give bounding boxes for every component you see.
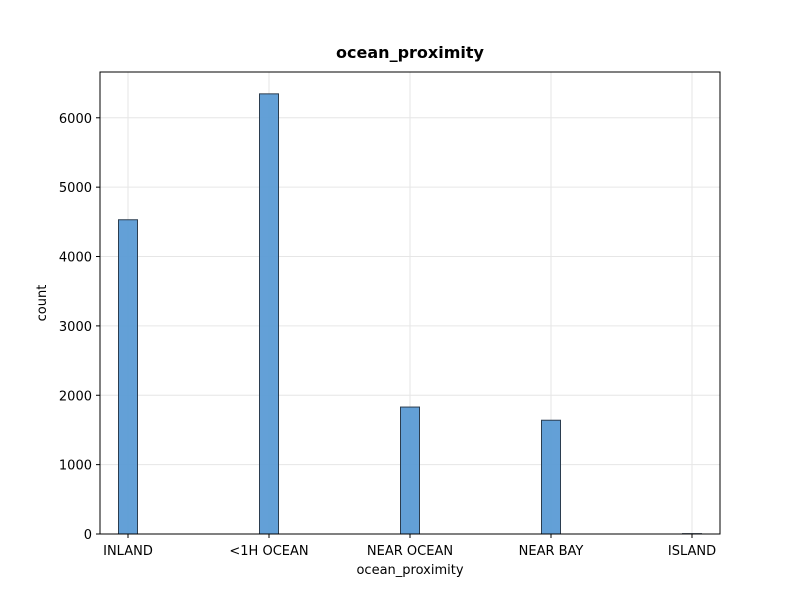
bar-near-ocean (400, 406, 420, 535)
x-tick-label: INLAND (103, 544, 153, 559)
y-tick-label: 4000 (59, 251, 92, 266)
y-tick-label: 5000 (59, 181, 92, 196)
x-axis-ticks: INLAND <1H OCEAN NEAR OCEAN NEAR BAY ISLAND (103, 534, 716, 559)
y-tick-label: 6000 (59, 112, 92, 127)
x-tick-label: NEAR OCEAN (367, 544, 453, 559)
x-axis-label: ocean_proximity (356, 563, 463, 578)
y-axis-ticks: 0 1000 2000 3000 4000 5000 6000 (59, 112, 100, 543)
bar--1h-ocean (259, 93, 279, 535)
y-tick-label: 1000 (59, 459, 92, 474)
y-axis-label: count (35, 285, 50, 322)
chart-title: ocean_proximity (336, 43, 484, 62)
x-tick-label: <1H OCEAN (229, 544, 308, 559)
bar-near-bay (541, 419, 561, 535)
y-tick-label: 2000 (59, 389, 92, 404)
bar-inland (118, 219, 138, 535)
y-tick-label: 3000 (59, 320, 92, 335)
x-tick-label: NEAR BAY (519, 544, 584, 559)
y-tick-label: 0 (84, 528, 92, 543)
bars (118, 93, 702, 535)
x-tick-label: ISLAND (668, 544, 716, 559)
